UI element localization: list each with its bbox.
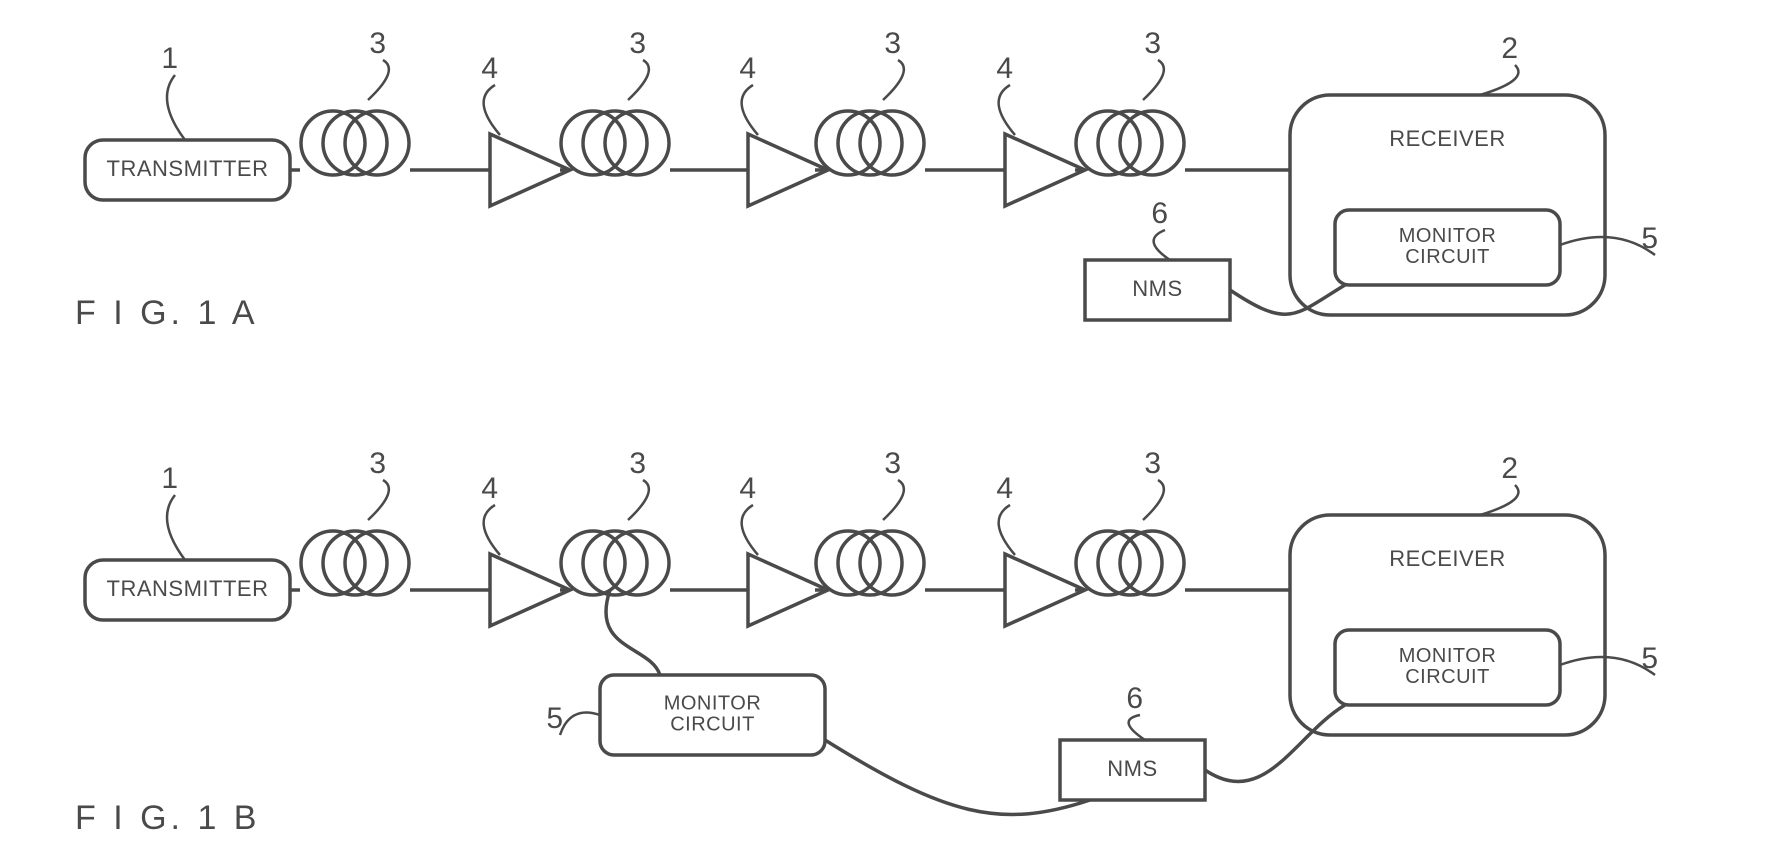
figure-1b: TRANSMITTER RECEIVER MONITORCIRCUIT NMS MONI… bbox=[75, 447, 1659, 837]
figure-1a: TRANSMITTER RECEIVER MONITORCIRCUIT NMS 1 2 3 3… bbox=[75, 27, 1659, 332]
nms-label: NMS bbox=[1132, 276, 1182, 301]
nms-to-monitor-wire bbox=[1205, 705, 1345, 781]
reference-numeral: 6 bbox=[1126, 682, 1143, 715]
figure-label: F I G. 1 A bbox=[75, 294, 259, 332]
reference-numeral: 4 bbox=[481, 472, 498, 505]
amplifier-icon bbox=[490, 134, 570, 206]
reference-numeral: 3 bbox=[369, 447, 386, 480]
fiber-coil-icon bbox=[301, 111, 409, 175]
fiber-coil-icon bbox=[1076, 111, 1184, 175]
receiver-label: RECEIVER bbox=[1389, 546, 1505, 571]
leader-line bbox=[1480, 485, 1518, 515]
amplifier-icon bbox=[1005, 554, 1085, 626]
nms-label: NMS bbox=[1107, 756, 1157, 781]
fiber-coil-icon bbox=[816, 531, 924, 595]
amplifier-icon bbox=[1005, 134, 1085, 206]
amplifier-icon bbox=[490, 554, 570, 626]
reference-numeral: 4 bbox=[996, 52, 1013, 85]
reference-numeral: 3 bbox=[629, 27, 646, 60]
reference-numeral: 3 bbox=[1144, 447, 1161, 480]
fiber-coil-icon bbox=[561, 111, 669, 175]
figure-label: F I G. 1 B bbox=[75, 799, 260, 837]
leader-line bbox=[484, 505, 500, 555]
fiber-coil-icon bbox=[816, 111, 924, 175]
leader-line bbox=[1480, 65, 1518, 95]
reference-numeral: 6 bbox=[1151, 197, 1168, 230]
leader-line bbox=[167, 495, 185, 560]
leader-line bbox=[167, 75, 185, 140]
leader-line bbox=[883, 480, 904, 520]
leader-line bbox=[628, 480, 649, 520]
leader-line bbox=[1154, 230, 1170, 260]
transmitter-label: TRANSMITTER bbox=[107, 156, 269, 181]
leader-line bbox=[999, 505, 1015, 555]
mid-monitor-to-nms bbox=[825, 740, 1090, 814]
receiver-label: RECEIVER bbox=[1389, 126, 1505, 151]
reference-numeral: 4 bbox=[739, 52, 756, 85]
leader-line bbox=[742, 85, 758, 135]
tap-to-mid-monitor bbox=[606, 590, 660, 675]
reference-numeral: 5 bbox=[1641, 642, 1658, 675]
leader-line bbox=[368, 480, 389, 520]
fiber-coil-icon bbox=[301, 531, 409, 595]
reference-numeral: 3 bbox=[369, 27, 386, 60]
leader-line bbox=[560, 713, 600, 736]
monitor-circuit-label: MONITORCIRCUIT bbox=[1399, 225, 1497, 268]
leader-line bbox=[484, 85, 500, 135]
transmitter-label: TRANSMITTER bbox=[107, 576, 269, 601]
reference-numeral: 2 bbox=[1501, 32, 1518, 65]
reference-numeral: 5 bbox=[546, 702, 563, 735]
reference-numeral: 3 bbox=[884, 447, 901, 480]
reference-numeral: 4 bbox=[739, 472, 756, 505]
reference-numeral: 5 bbox=[1641, 222, 1658, 255]
leader-line bbox=[742, 505, 758, 555]
leader-line bbox=[628, 60, 649, 100]
reference-numeral: 3 bbox=[884, 27, 901, 60]
reference-numeral: 2 bbox=[1501, 452, 1518, 485]
leader-line bbox=[1143, 60, 1164, 100]
leader-line bbox=[1129, 715, 1145, 740]
fiber-coil-icon bbox=[561, 531, 669, 595]
reference-numeral: 4 bbox=[996, 472, 1013, 505]
leader-line bbox=[368, 60, 389, 100]
nms-to-monitor-wire bbox=[1230, 285, 1345, 314]
monitor-circuit-label: MONITORCIRCUIT bbox=[1399, 645, 1497, 688]
reference-numeral: 3 bbox=[1144, 27, 1161, 60]
leader-line bbox=[883, 60, 904, 100]
reference-numeral: 3 bbox=[629, 447, 646, 480]
fiber-coil-icon bbox=[1076, 531, 1184, 595]
reference-numeral: 4 bbox=[481, 52, 498, 85]
leader-line bbox=[999, 85, 1015, 135]
reference-numeral: 1 bbox=[161, 42, 178, 75]
monitor-circuit-mid-label: MONITORCIRCUIT bbox=[664, 693, 762, 736]
leader-line bbox=[1143, 480, 1164, 520]
reference-numeral: 1 bbox=[161, 462, 178, 495]
